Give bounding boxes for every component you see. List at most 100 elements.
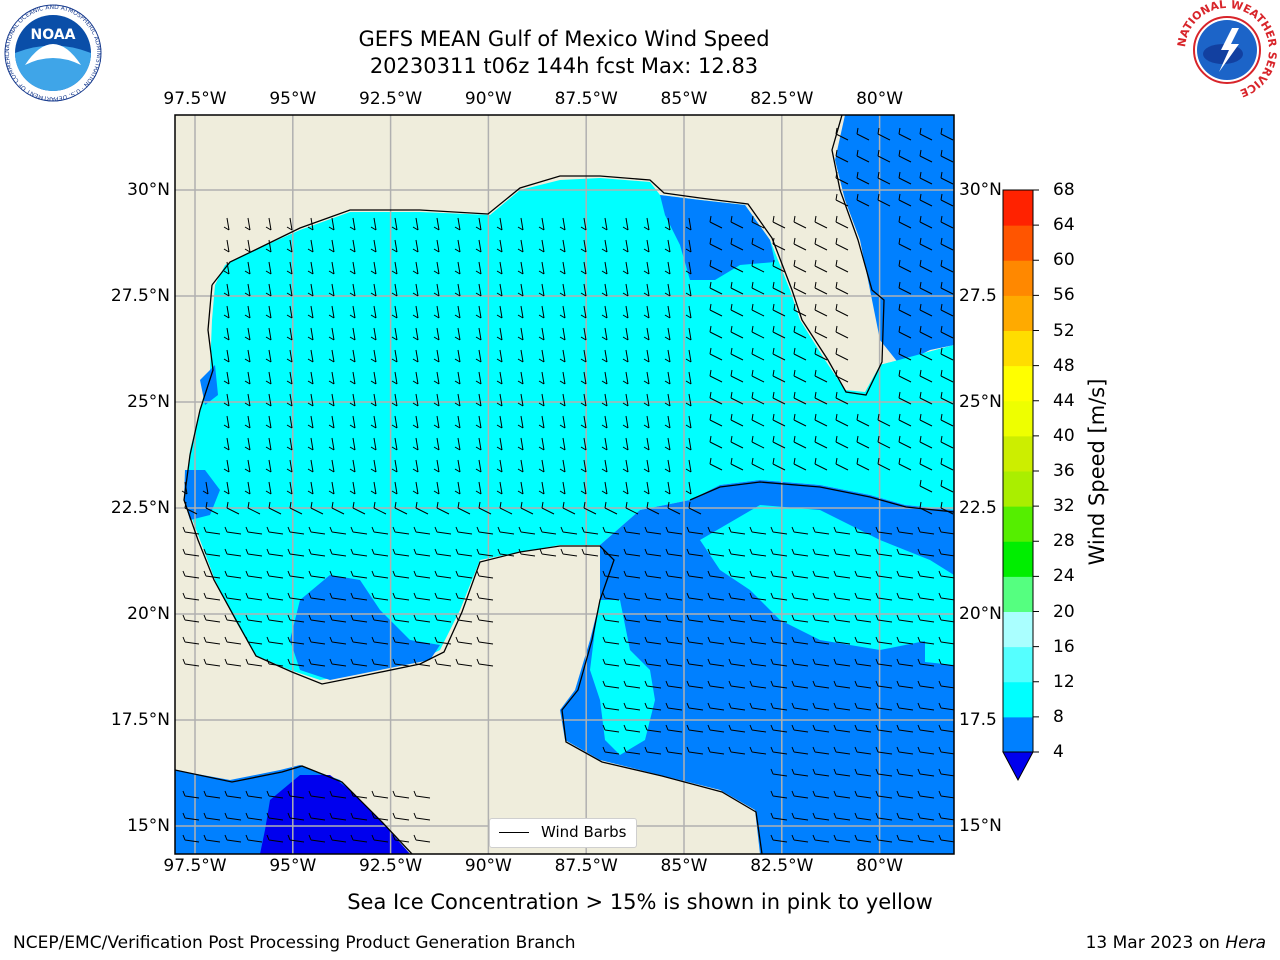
wind-barb [854, 834, 872, 843]
wind-barb [287, 790, 305, 799]
wind-barb [391, 283, 398, 297]
wind-barb [286, 327, 293, 341]
wind-barb [833, 570, 851, 579]
wind-barb [496, 239, 503, 253]
wind-barb [265, 459, 272, 473]
wind-barb [730, 259, 744, 273]
wind-barb [665, 570, 683, 579]
wind-barb [517, 437, 524, 451]
wind-barb [875, 812, 893, 821]
wind-barb [685, 217, 692, 231]
wind-barb [182, 570, 200, 579]
wind-barb [433, 393, 440, 407]
wind-barb [791, 812, 809, 821]
wind-barb [896, 834, 914, 843]
lon-tick-label-top: 82.5°W [750, 89, 814, 109]
wind-barb [329, 636, 347, 645]
wind-barb [919, 457, 933, 471]
wind-barb [919, 435, 933, 449]
wind-barb [833, 592, 851, 601]
wind-barb [919, 413, 933, 427]
wind-barb [751, 325, 765, 339]
wind-barb [308, 636, 326, 645]
colorbar-segment [1003, 681, 1033, 718]
colorbar-tick-label: 44 [1053, 390, 1075, 411]
wind-barb [245, 526, 263, 535]
wind-barb [833, 636, 851, 645]
wind-barb [772, 325, 786, 339]
wind-barb [730, 281, 744, 295]
wind-barb [182, 592, 200, 601]
lon-tick-label-bottom: 92.5°W [359, 856, 423, 876]
wind-barb [940, 149, 954, 163]
wind-barb [349, 327, 356, 341]
wind-barb [328, 327, 335, 341]
wind-barb [265, 415, 272, 429]
wind-barb [709, 457, 723, 471]
lon-tick-label-top: 97.5°W [163, 89, 227, 109]
wind-barb [520, 501, 534, 515]
wind-barb [559, 283, 566, 297]
wind-barb [559, 393, 566, 407]
wind-barb [371, 790, 389, 799]
gridlines [175, 115, 954, 854]
wind-barb [686, 592, 704, 601]
wind-barb [476, 614, 494, 623]
wind-barb [770, 768, 788, 777]
wind-barb [203, 834, 221, 843]
wind-barb [517, 239, 524, 253]
wind-barb [307, 217, 314, 231]
wind-barb [665, 746, 683, 755]
pacific-dark [260, 775, 410, 854]
wind-barb [707, 570, 725, 579]
wind-barb [538, 305, 545, 319]
wind-barb [917, 658, 935, 667]
wind-barb [709, 303, 723, 317]
wind-barb [517, 217, 524, 231]
chart-subtitle: 20230311 t06z 144h fcst Max: 12.83 [369, 54, 759, 78]
wind-barb [370, 283, 377, 297]
wind-barb [938, 592, 954, 601]
wind-barb [224, 636, 242, 645]
wind-barb [749, 614, 767, 623]
wind-barb [643, 415, 650, 429]
wind-barb [538, 437, 545, 451]
colorbar-segment [1003, 435, 1033, 472]
coastline-pacific [175, 765, 413, 854]
wind-barb [772, 281, 786, 295]
colorbar-tick-label: 40 [1053, 425, 1075, 446]
wind-barb [770, 526, 788, 535]
wind-barb [601, 217, 608, 231]
wind-barb [814, 281, 828, 295]
wind-barb [436, 501, 450, 515]
gulf-blue-ne [660, 195, 775, 280]
wind-barb [856, 149, 870, 163]
wind-barb [496, 437, 503, 451]
colorbar-segment [1003, 365, 1033, 402]
wind-barb [412, 459, 419, 473]
wind-barb [854, 636, 872, 645]
wind-barb [328, 415, 335, 429]
wind-barb [391, 217, 398, 231]
wind-barb [349, 459, 356, 473]
wind-barb [454, 393, 461, 407]
wind-barb [370, 327, 377, 341]
wind-barb [896, 526, 914, 535]
wind-barb [454, 305, 461, 319]
wind-barb [244, 217, 251, 231]
wind-barb [686, 614, 704, 623]
wind-barb [812, 658, 830, 667]
wind-barb [835, 369, 849, 383]
wind-barb [940, 171, 954, 185]
colorbar-tick-label: 48 [1053, 355, 1075, 376]
wind-barb [643, 217, 650, 231]
wind-barb [328, 261, 335, 275]
wind-barb [917, 702, 935, 711]
wind-barb [814, 347, 828, 361]
wind-barb [940, 193, 954, 207]
wind-barb [245, 658, 263, 667]
wind-barb [265, 261, 272, 275]
wind-barb [454, 459, 461, 473]
legend-label: Wind Barbs [541, 823, 627, 841]
wind-barb [349, 283, 356, 297]
